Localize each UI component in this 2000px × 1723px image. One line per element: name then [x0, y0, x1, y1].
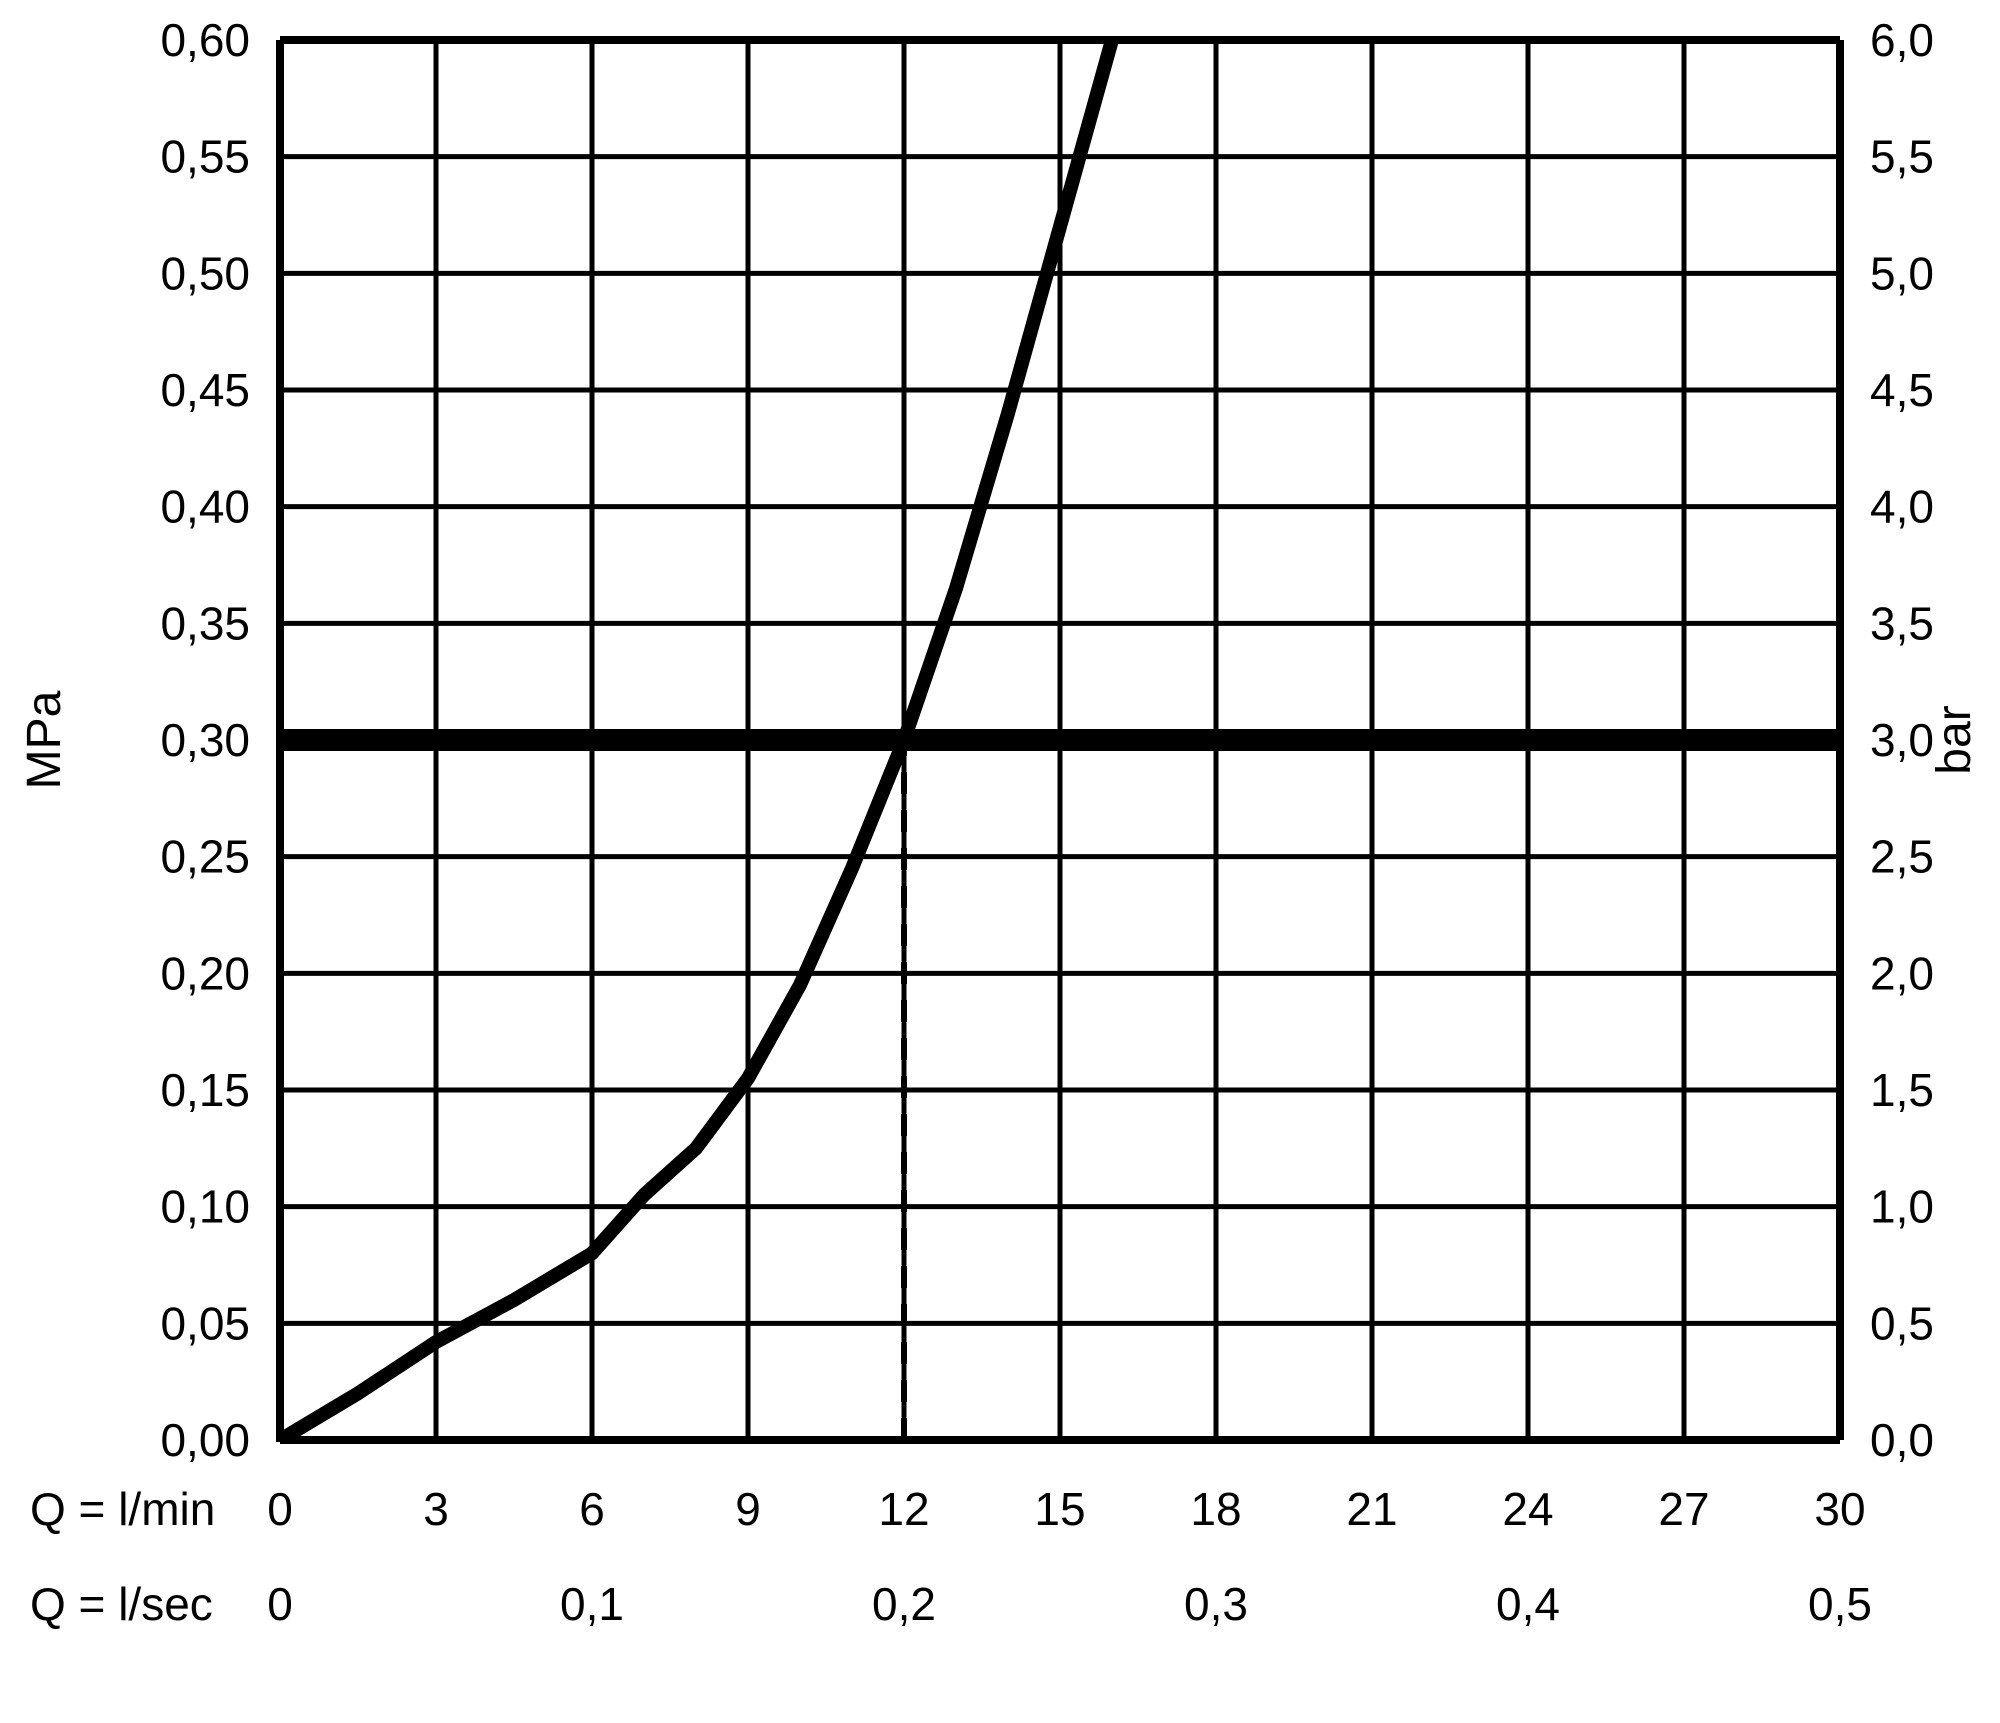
x-lmin-tick-label: 6: [579, 1483, 605, 1535]
x-lmin-tick-label: 12: [878, 1483, 929, 1535]
x-lmin-tick-label: 21: [1346, 1483, 1397, 1535]
x-lsec-tick-label: 0,1: [560, 1578, 624, 1630]
y-right-tick-label: 2,5: [1870, 831, 1934, 883]
y-right-tick-label: 6,0: [1870, 14, 1934, 66]
x-lsec-tick-label: 0: [267, 1578, 293, 1630]
y-left-tick-label: 0,25: [160, 831, 250, 883]
pressure-flow-chart: 0,000,050,100,150,200,250,300,350,400,45…: [0, 0, 2000, 1723]
y-left-tick-label: 0,50: [160, 247, 250, 299]
y-left-tick-label: 0,60: [160, 14, 250, 66]
y-right-tick-label: 5,5: [1870, 131, 1934, 183]
x-lmin-tick-label: 18: [1190, 1483, 1241, 1535]
x-lmin-tick-label: 9: [735, 1483, 761, 1535]
x-lmin-tick-label: 15: [1034, 1483, 1085, 1535]
y-left-tick-label: 0,55: [160, 131, 250, 183]
y-left-tick-label: 0,05: [160, 1297, 250, 1349]
y-right-tick-label: 1,0: [1870, 1181, 1934, 1233]
x-axis-lsec-label: Q = l/sec: [30, 1578, 213, 1630]
y-left-tick-label: 0,40: [160, 481, 250, 533]
y-right-tick-label: 4,5: [1870, 364, 1934, 416]
x-lmin-tick-label: 24: [1502, 1483, 1553, 1535]
y-right-tick-label: 4,0: [1870, 481, 1934, 533]
y-left-tick-label: 0,30: [160, 714, 250, 766]
y-left-tick-label: 0,45: [160, 364, 250, 416]
y-right-tick-label: 0,5: [1870, 1297, 1934, 1349]
y-right-axis-label: bar: [1928, 705, 1981, 774]
x-lsec-tick-label: 0,2: [872, 1578, 936, 1630]
x-lmin-tick-label: 3: [423, 1483, 449, 1535]
y-right-tick-label: 5,0: [1870, 247, 1934, 299]
y-right-tick-label: 0,0: [1870, 1414, 1934, 1466]
x-lmin-tick-label: 30: [1814, 1483, 1865, 1535]
y-left-tick-label: 0,35: [160, 597, 250, 649]
y-right-tick-label: 2,0: [1870, 947, 1934, 999]
y-left-tick-label: 0,20: [160, 947, 250, 999]
x-axis-lmin-label: Q = l/min: [30, 1483, 215, 1535]
x-lmin-tick-label: 0: [267, 1483, 293, 1535]
x-lsec-tick-label: 0,5: [1808, 1578, 1872, 1630]
x-lsec-tick-label: 0,3: [1184, 1578, 1248, 1630]
chart-background: [0, 0, 2000, 1723]
y-right-tick-label: 1,5: [1870, 1064, 1934, 1116]
y-left-tick-label: 0,10: [160, 1181, 250, 1233]
y-left-tick-label: 0,00: [160, 1414, 250, 1466]
y-right-tick-label: 3,5: [1870, 597, 1934, 649]
y-left-tick-label: 0,15: [160, 1064, 250, 1116]
x-lmin-tick-label: 27: [1658, 1483, 1709, 1535]
x-lsec-tick-label: 0,4: [1496, 1578, 1560, 1630]
y-left-axis-label: MPa: [18, 690, 71, 789]
y-right-tick-label: 3,0: [1870, 714, 1934, 766]
